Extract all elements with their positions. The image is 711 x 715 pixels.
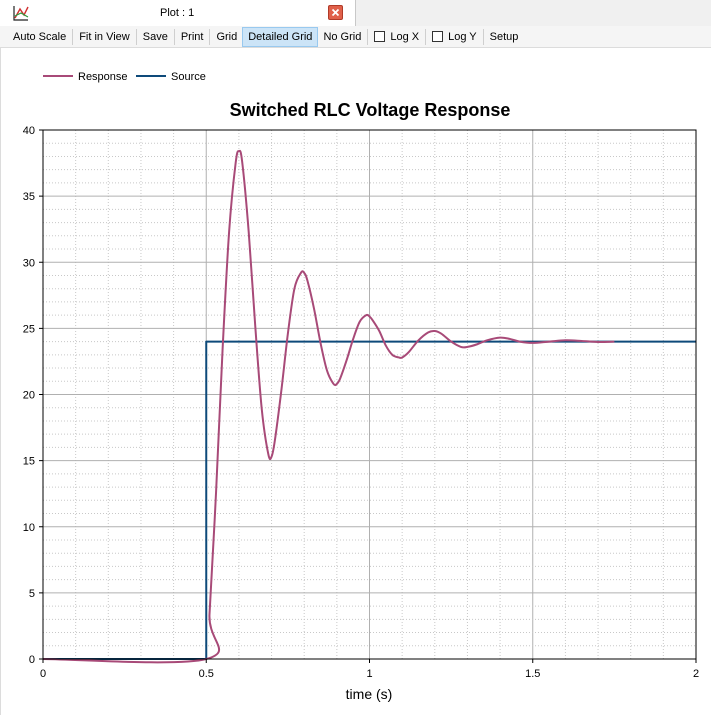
y-tick-label: 0 xyxy=(29,654,35,666)
toolbar-separator xyxy=(209,28,211,45)
log-x-checkbox[interactable]: Log X xyxy=(369,27,424,47)
grid xyxy=(42,129,697,660)
save-button[interactable]: Save xyxy=(142,30,168,43)
toolbar-separator xyxy=(173,28,175,45)
setup-button[interactable]: Setup xyxy=(489,30,519,43)
x-tick-label: 1.5 xyxy=(525,668,540,680)
plot-toolbar: Auto Scale Fit in View Save Print Grid D… xyxy=(0,26,711,48)
x-tick-label: 2 xyxy=(693,668,699,680)
detailed-grid-button[interactable]: Detailed Grid xyxy=(242,26,319,47)
toolbar-separator xyxy=(135,28,137,45)
tab-title: Plot : 1 xyxy=(160,7,195,19)
print-button[interactable]: Print xyxy=(180,30,204,43)
fit-in-view-button[interactable]: Fit in View xyxy=(79,30,130,43)
x-tick-label: 0.5 xyxy=(199,668,214,680)
y-tick-label: 30 xyxy=(23,257,35,269)
y-tick-label: 35 xyxy=(23,191,35,203)
grid-button[interactable]: Grid xyxy=(216,30,238,43)
x-tick-label: 1 xyxy=(366,668,372,680)
log-y-checkbox[interactable]: Log Y xyxy=(427,27,482,47)
toolbar-separator xyxy=(72,28,74,45)
legend: Response Source xyxy=(43,71,206,83)
tab-bar: Plot : 1 xyxy=(0,0,711,26)
x-tick-label: 0 xyxy=(40,668,46,680)
legend-label-source: Source xyxy=(171,71,206,83)
chart-title: Switched RLC Voltage Response xyxy=(230,100,511,120)
series-line-response xyxy=(42,149,615,664)
legend-label-response: Response xyxy=(78,71,128,83)
no-grid-button[interactable]: No Grid xyxy=(323,30,362,43)
y-tick-label: 20 xyxy=(23,390,35,402)
plot-area[interactable]: Response Source Switched RLC Voltage Res… xyxy=(0,48,711,715)
toolbar-separator xyxy=(367,28,369,45)
y-tick-label: 15 xyxy=(23,456,35,468)
x-axis-label: time (s) xyxy=(346,686,393,702)
log-y-label: Log Y xyxy=(448,30,477,43)
y-tick-label: 40 xyxy=(23,125,35,137)
y-tick-label: 10 xyxy=(23,522,35,534)
toolbar-separator xyxy=(425,28,427,45)
y-tick-label: 25 xyxy=(23,323,35,335)
chart[interactable]: Response Source Switched RLC Voltage Res… xyxy=(1,48,711,715)
plot-tab[interactable]: Plot : 1 xyxy=(0,0,356,26)
y-tick-label: 5 xyxy=(29,588,35,600)
log-y-checkbox-box[interactable] xyxy=(432,31,444,42)
plot-icon xyxy=(13,6,29,21)
auto-scale-button[interactable]: Auto Scale xyxy=(13,30,67,43)
close-icon[interactable] xyxy=(328,5,343,20)
toolbar-separator xyxy=(482,28,484,45)
log-x-checkbox-box[interactable] xyxy=(374,31,386,42)
log-x-label: Log X xyxy=(390,30,420,43)
